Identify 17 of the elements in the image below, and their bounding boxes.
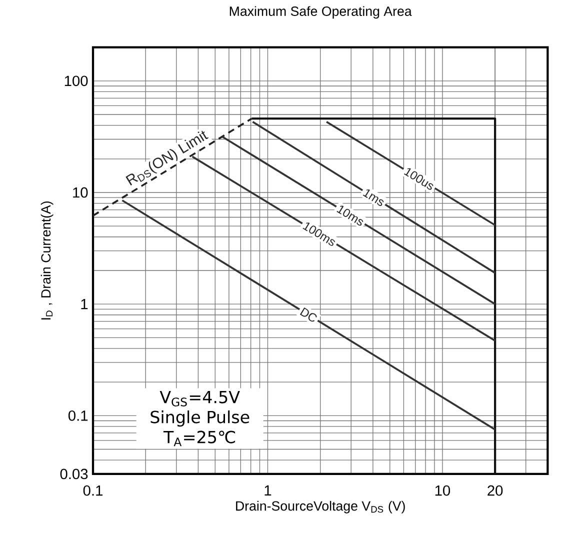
x-tick-label: 20 bbox=[488, 485, 503, 496]
y-tick-label: 10 bbox=[73, 187, 88, 198]
annotation: T$_{A}$=25℃ bbox=[163, 430, 236, 446]
y-tick-label: 100 bbox=[64, 76, 88, 86]
chart-title: Maximum Safe Operating Area bbox=[230, 6, 412, 19]
x-tick-label: 1 bbox=[264, 485, 272, 496]
y-axis-title: I$_{D}$ , Drain Current(A) bbox=[40, 201, 54, 320]
x-tick-label: 0.1 bbox=[83, 485, 102, 496]
annotation: V$_{GS}$=4.5V bbox=[160, 390, 240, 406]
text: DC bbox=[300, 307, 317, 322]
text: 1ms bbox=[362, 189, 384, 206]
annotation: Single Pulse bbox=[150, 410, 250, 427]
x-axis-title: Drain-SourceVoltage V$_{DS}$ (V) bbox=[236, 500, 405, 514]
x-tick-label: 10 bbox=[435, 485, 450, 496]
y-tick-label: 1 bbox=[81, 299, 88, 310]
y-tick-label: 0.03 bbox=[60, 468, 88, 480]
y-tick-label: 0.1 bbox=[68, 410, 88, 421]
